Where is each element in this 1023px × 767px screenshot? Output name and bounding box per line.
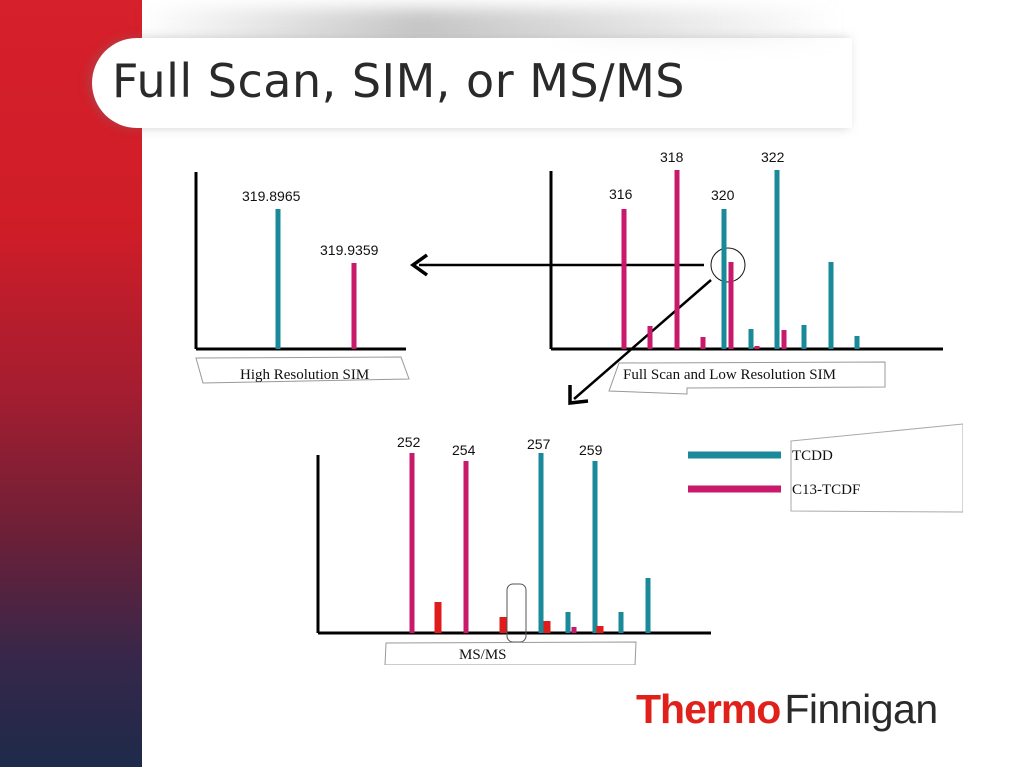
page-title: Full Scan, SIM, or MS/MS <box>112 54 686 108</box>
title-bar <box>92 38 852 128</box>
legend-label-tcdd: TCDD <box>792 448 833 464</box>
high-res-panel: 319.8965 319.9359 High Resolution SIM <box>194 172 410 384</box>
arrowhead-down <box>568 385 589 405</box>
peak-label-259: 259 <box>579 442 603 458</box>
peak-label-257: 257 <box>527 436 551 452</box>
peak-label-252: 252 <box>397 434 421 450</box>
logo-brand: Thermo <box>636 686 781 732</box>
peak-label-319-9359: 319.9359 <box>320 242 379 258</box>
spectra-figure: 319.8965 319.9359 High Resolution SIM 31… <box>191 147 964 666</box>
zoom-circle <box>710 247 746 283</box>
peak-label-319-8965: 319.8965 <box>242 188 301 204</box>
legend-box <box>790 423 964 513</box>
high-res-label-box <box>195 356 410 384</box>
full-scan-panel: 316 318 320 322 Full Scan and Low Resolu… <box>549 149 943 395</box>
arrow-to-msms <box>573 279 712 400</box>
msms-label: MS/MS <box>459 647 507 663</box>
spectra-diagram: 319.8965 319.9359 High Resolution SIM 31… <box>194 149 964 666</box>
full-scan-label-box <box>608 361 886 395</box>
legend: TCDD C13-TCDF <box>688 423 964 513</box>
logo-product: Finnigan <box>784 686 938 732</box>
msms-label-box <box>384 641 637 666</box>
peak-label-322: 322 <box>761 149 785 165</box>
peak-label-320: 320 <box>711 187 735 203</box>
peak-label-316: 316 <box>609 186 633 202</box>
msms-panel: 252 254 257 259 MS/MS <box>316 434 711 666</box>
peak-label-318: 318 <box>660 149 684 165</box>
high-res-label: High Resolution SIM <box>240 367 369 383</box>
full-scan-label: Full Scan and Low Resolution SIM <box>623 367 836 383</box>
arrows <box>409 247 746 405</box>
red-sidebar <box>0 0 142 767</box>
arrowhead-left <box>409 253 429 277</box>
peak-label-254: 254 <box>452 442 476 458</box>
thermo-finnigan-logo: ThermoFinnigan <box>636 686 938 733</box>
legend-label-c13-tcdf: C13-TCDF <box>792 482 860 498</box>
